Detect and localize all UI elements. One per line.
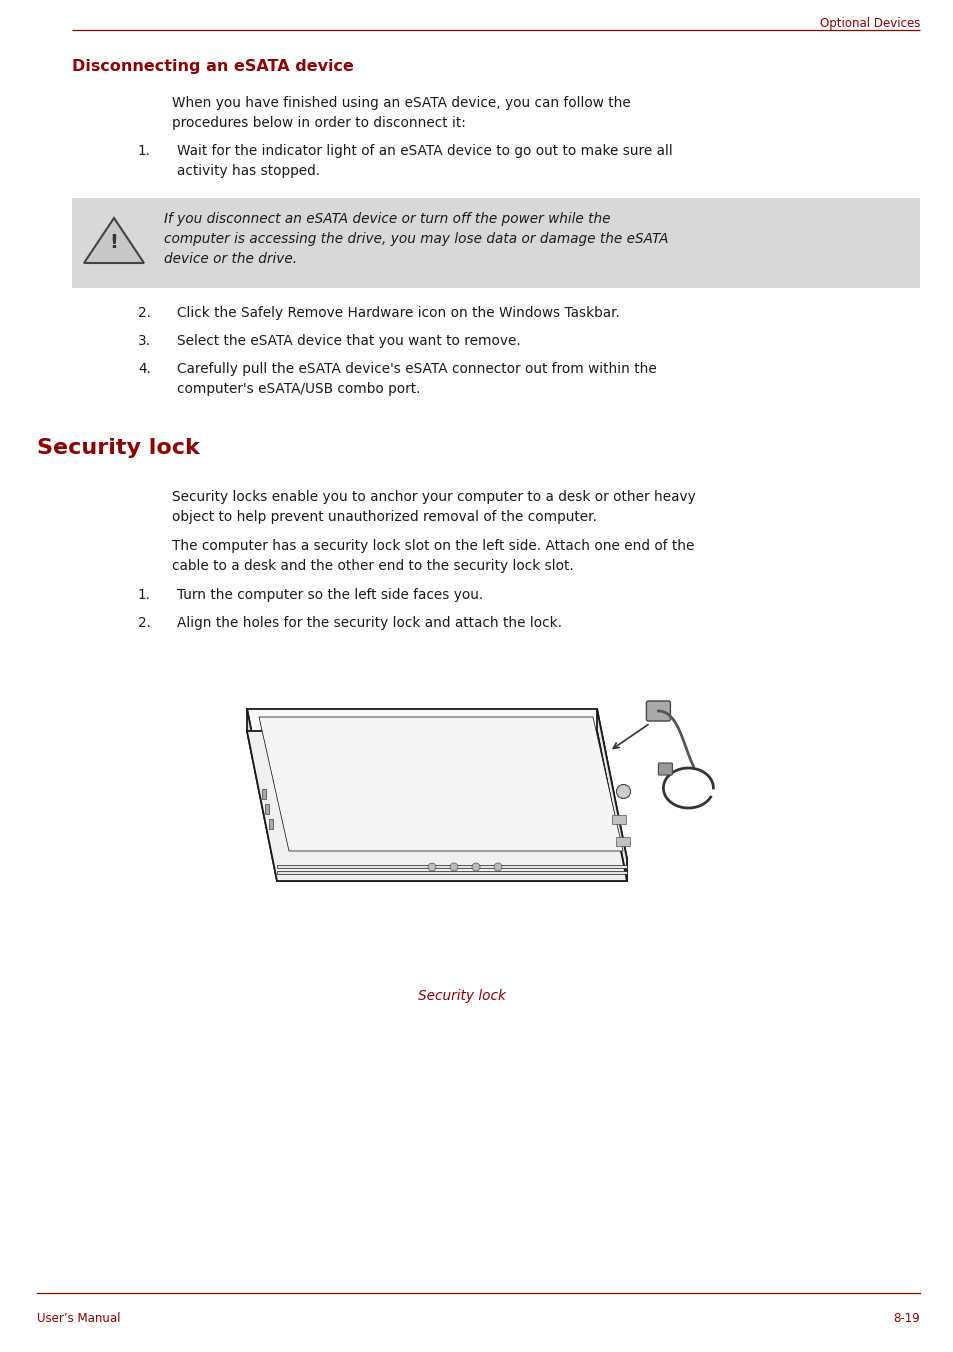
Text: Security lock: Security lock (417, 990, 505, 1003)
Polygon shape (276, 859, 626, 882)
Circle shape (616, 784, 630, 799)
Text: activity has stopped.: activity has stopped. (177, 164, 320, 178)
Text: Carefully pull the eSATA device's eSATA connector out from within the: Carefully pull the eSATA device's eSATA … (177, 362, 656, 376)
Polygon shape (247, 708, 276, 882)
FancyBboxPatch shape (658, 763, 672, 775)
Bar (265, 804, 269, 814)
Text: The computer has a security lock slot on the left side. Attach one end of the: The computer has a security lock slot on… (172, 539, 694, 553)
Text: object to help prevent unauthorized removal of the computer.: object to help prevent unauthorized remo… (172, 510, 597, 525)
Text: 2.: 2. (138, 306, 151, 320)
Text: 8-19: 8-19 (892, 1311, 919, 1325)
Bar (269, 819, 273, 829)
Polygon shape (597, 708, 626, 882)
Text: Align the holes for the security lock and attach the lock.: Align the holes for the security lock an… (177, 617, 561, 630)
Text: Select the eSATA device that you want to remove.: Select the eSATA device that you want to… (177, 334, 520, 347)
Text: computer is accessing the drive, you may lose data or damage the eSATA: computer is accessing the drive, you may… (164, 233, 668, 246)
Text: !: ! (110, 234, 118, 253)
Bar (262, 790, 266, 799)
Circle shape (450, 863, 457, 871)
Circle shape (472, 863, 479, 871)
Bar (71, 197, 919, 288)
Text: procedures below in order to disconnect it:: procedures below in order to disconnect … (172, 116, 465, 130)
Text: Wait for the indicator light of an eSATA device to go out to make sure all: Wait for the indicator light of an eSATA… (177, 145, 672, 158)
Text: Security locks enable you to anchor your computer to a desk or other heavy: Security locks enable you to anchor your… (172, 489, 695, 504)
Text: computer's eSATA/USB combo port.: computer's eSATA/USB combo port. (177, 383, 420, 396)
Text: Click the Safely Remove Hardware icon on the Windows Taskbar.: Click the Safely Remove Hardware icon on… (177, 306, 619, 320)
Text: Disconnecting an eSATA device: Disconnecting an eSATA device (71, 59, 354, 74)
Text: If you disconnect an eSATA device or turn off the power while the: If you disconnect an eSATA device or tur… (164, 212, 610, 226)
Polygon shape (247, 731, 626, 882)
Polygon shape (276, 871, 626, 873)
Text: 2.: 2. (138, 617, 151, 630)
Text: Optional Devices: Optional Devices (819, 18, 919, 30)
Text: Security lock: Security lock (37, 438, 199, 458)
Bar (616, 837, 630, 846)
Text: Turn the computer so the left side faces you.: Turn the computer so the left side faces… (177, 588, 483, 602)
Text: When you have finished using an eSATA device, you can follow the: When you have finished using an eSATA de… (172, 96, 630, 110)
Text: 4.: 4. (138, 362, 151, 376)
Text: 1.: 1. (138, 588, 151, 602)
Text: cable to a desk and the other end to the security lock slot.: cable to a desk and the other end to the… (172, 558, 573, 573)
Bar (612, 815, 625, 823)
FancyBboxPatch shape (646, 700, 670, 721)
Polygon shape (247, 708, 626, 859)
Polygon shape (276, 865, 626, 868)
Text: 3.: 3. (138, 334, 151, 347)
Circle shape (494, 863, 501, 871)
Polygon shape (84, 218, 144, 264)
Text: device or the drive.: device or the drive. (164, 251, 296, 266)
Polygon shape (258, 717, 622, 850)
Circle shape (428, 863, 436, 871)
Text: 1.: 1. (138, 145, 151, 158)
Text: User’s Manual: User’s Manual (37, 1311, 120, 1325)
